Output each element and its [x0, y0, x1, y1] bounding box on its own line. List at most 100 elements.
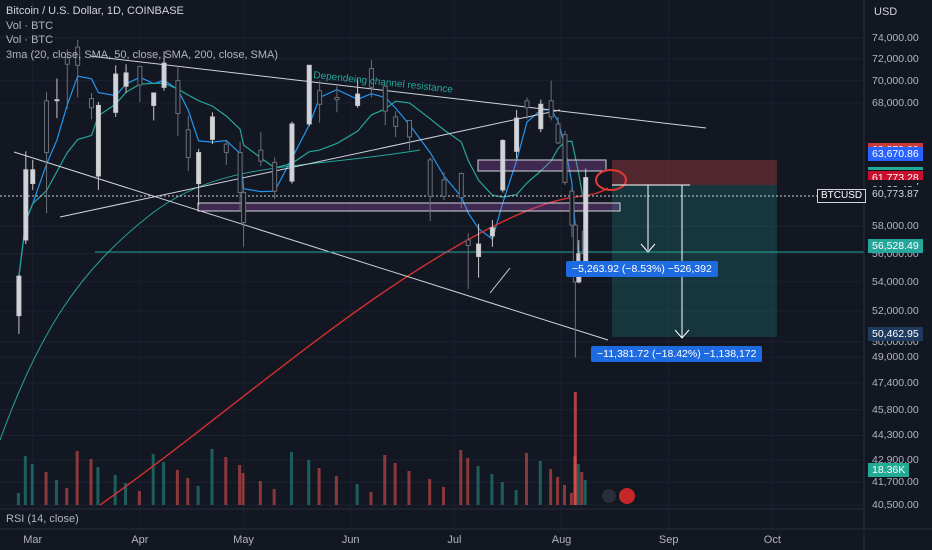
rsi-legend[interactable]: RSI (14, close) [6, 513, 79, 525]
volume-bar [113, 475, 117, 505]
volume-bar [23, 456, 27, 505]
candle [258, 149, 264, 162]
candle [289, 123, 295, 182]
month-label: Oct [763, 534, 781, 546]
volume-bar [272, 489, 276, 505]
volume-bar [151, 454, 155, 505]
candle [355, 93, 361, 106]
price-tag: 63,670.86 [868, 147, 923, 162]
volume-bar [476, 466, 480, 505]
volume-bar [210, 449, 214, 505]
volume-bar [75, 451, 79, 505]
candle [583, 177, 589, 267]
volume-bar [466, 458, 470, 505]
currency-button[interactable]: USD [874, 6, 898, 18]
volume-bar [65, 488, 69, 505]
sma-50-line [18, 82, 587, 277]
volume-bar [30, 464, 34, 505]
volume-bar [224, 457, 228, 505]
candle [538, 103, 544, 130]
zone-box [197, 202, 621, 212]
candle [382, 85, 388, 112]
volume-bar [258, 481, 262, 505]
candle [88, 98, 94, 109]
volume-bar [459, 450, 463, 505]
price-tag: 56,528.49 [868, 239, 923, 254]
candle [548, 100, 554, 118]
candle [272, 161, 278, 192]
chart-title[interactable]: Bitcoin / U.S. Dollar, 1D, COINBASE [6, 5, 184, 17]
candle [555, 123, 561, 144]
candle [223, 143, 229, 154]
candle [514, 117, 520, 152]
volume-bar [556, 477, 560, 505]
month-label: Aug [551, 534, 572, 546]
event-icon [602, 489, 616, 503]
volume-bar [569, 493, 573, 505]
volume-legend-2[interactable]: Vol · BTC [6, 34, 54, 46]
y-tick-label: 47,400.00 [872, 376, 919, 389]
volume-bar [538, 461, 542, 505]
candle [500, 140, 506, 191]
candle [44, 100, 50, 154]
grid-lines [0, 0, 864, 529]
volume-bar [407, 471, 411, 505]
volume-bars [16, 392, 587, 505]
candle [317, 90, 323, 105]
candle [209, 116, 215, 140]
y-tick-label: 41,700.00 [872, 476, 919, 489]
month-label: May [233, 534, 254, 546]
month-label: Mar [23, 534, 43, 546]
y-tick-label: 44,300.00 [872, 429, 919, 442]
volume-bar [583, 480, 587, 505]
candle [113, 73, 119, 113]
month-label: Apr [131, 534, 149, 546]
month-label: Jul [447, 534, 462, 546]
candle [196, 152, 202, 185]
volume-bar [289, 452, 293, 505]
volume-bar [490, 474, 494, 505]
candle [151, 92, 157, 106]
volume-bar [124, 483, 128, 505]
volume-bar [576, 464, 580, 505]
candle [569, 190, 575, 226]
volume-bar [369, 492, 373, 505]
volume-bar [241, 473, 245, 505]
sma-50-early [0, 149, 421, 441]
y-tick-label: 74,000.00 [872, 31, 919, 44]
y-tick-label: 45,800.00 [872, 403, 919, 416]
candle [465, 239, 471, 246]
volume-bar [562, 485, 566, 505]
volume-bar [238, 465, 242, 505]
candle [306, 64, 312, 125]
highlight-circle [595, 169, 627, 191]
volume-legend-1[interactable]: Vol · BTC [6, 19, 54, 32]
volume-bar [317, 468, 321, 505]
candle [489, 227, 495, 237]
zone-box [477, 159, 607, 172]
channel-support [13, 151, 609, 341]
candle [393, 116, 399, 127]
volume-bar [383, 455, 387, 505]
candle [476, 243, 482, 257]
rising-line [59, 109, 561, 218]
volume-bar [54, 480, 58, 505]
measure-short-label: −5,263.92 (−8.53%) −526,392 [566, 261, 718, 277]
candle [30, 169, 36, 185]
sma-200-line [99, 187, 609, 506]
volume-bar [580, 472, 584, 505]
candles [16, 39, 589, 358]
volume-tag: 18.36K [868, 463, 910, 477]
y-tick-label: 49,000.00 [872, 351, 919, 364]
candle [524, 100, 530, 109]
volume-spike [573, 392, 577, 505]
ma-legend[interactable]: 3ma (20, close, SMA, 50, close, SMA, 200… [6, 48, 279, 61]
us-flag-icon [619, 488, 635, 504]
volume-bar [162, 462, 166, 505]
measure-long-arrow [674, 329, 690, 339]
measure-long-label: −11,381.72 (−18.42%) −1,138,172 [591, 346, 763, 362]
candle [16, 275, 22, 317]
y-tick-label: 52,000.00 [872, 305, 919, 318]
candle [237, 152, 243, 193]
